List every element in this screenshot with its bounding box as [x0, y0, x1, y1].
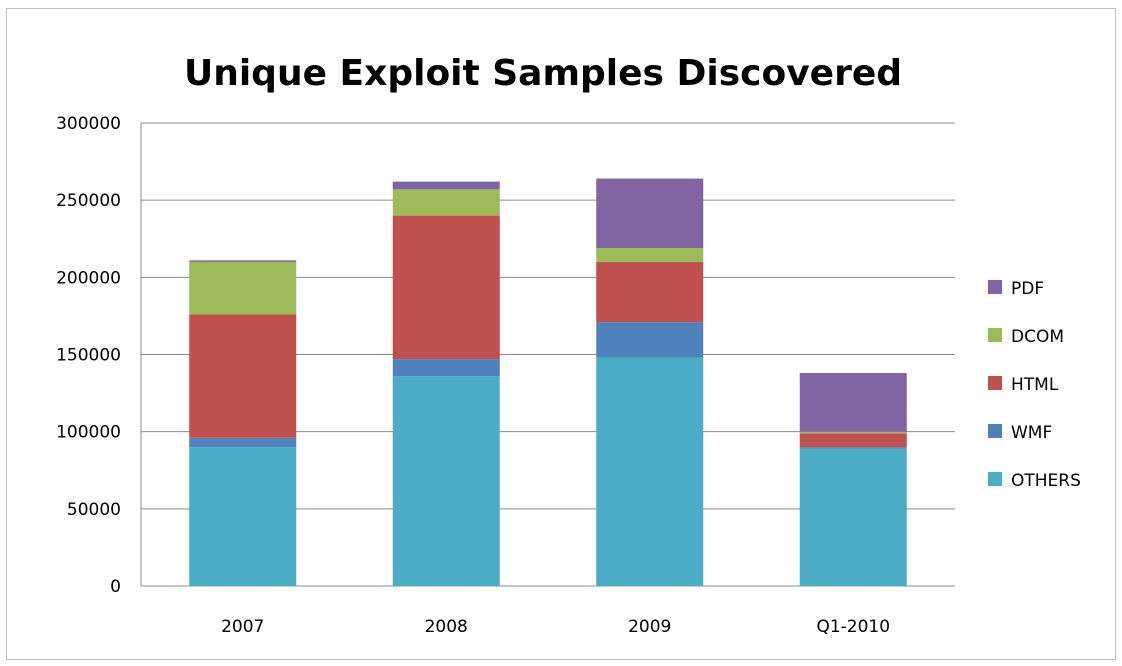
bar-pdf-2008	[392, 181, 500, 190]
legend-swatch-pdf	[988, 280, 1002, 294]
bar-pdf-q1-2010	[799, 373, 907, 432]
legend-label-others: OTHERS	[1011, 471, 1081, 491]
bar-wmf-2008	[392, 359, 500, 377]
legend-label-html: HTML	[1011, 375, 1059, 395]
x-axis-ticks: 2007 2008 2009 Q1-2010	[221, 617, 890, 637]
x-tick-label: Q1-2010	[816, 617, 890, 637]
y-tick-label: 200000	[56, 268, 121, 288]
y-tick-label: 100000	[56, 423, 121, 443]
legend-label-pdf: PDF	[1011, 279, 1044, 299]
x-tick-label: 2007	[221, 617, 264, 637]
bar-html-2007	[189, 314, 297, 438]
bar-wmf-2007	[189, 437, 297, 448]
legend-swatch-html	[988, 376, 1002, 390]
y-axis-ticks: 0 50000 100000 150000 200000 250000 300000	[56, 114, 121, 597]
y-tick-label: 0	[110, 577, 121, 597]
bar-others-2007	[189, 447, 297, 586]
chart-title: Unique Exploit Samples Discovered	[184, 53, 902, 94]
bar-pdf-2007	[189, 260, 297, 262]
legend: PDF DCOM HTML WMF OTHERS	[988, 279, 1081, 491]
bar-dcom-2008	[392, 189, 500, 216]
legend-label-dcom: DCOM	[1011, 327, 1064, 347]
bar-html-2009	[596, 261, 704, 323]
bar-html-2008	[392, 215, 500, 360]
bar-dcom-2007	[189, 261, 297, 315]
y-tick-label: 250000	[56, 191, 121, 211]
bar-others-2009	[596, 357, 704, 586]
bar-dcom-q1-2010	[799, 431, 907, 434]
legend-swatch-wmf	[988, 424, 1002, 438]
bar-html-q1-2010	[799, 433, 907, 448]
chart-frame: Unique Exploit Samples Discovered 0 50000…	[6, 8, 1116, 660]
y-tick-label: 300000	[56, 114, 121, 134]
bar-pdf-2009	[596, 178, 704, 249]
y-tick-label: 150000	[56, 346, 121, 366]
bar-others-q1-2010	[799, 448, 907, 586]
x-tick-label: 2008	[425, 617, 468, 637]
bar-wmf-2009	[596, 322, 704, 358]
bar-wmf-q1-2010	[799, 447, 907, 449]
bars	[189, 178, 907, 586]
bar-others-2008	[392, 376, 500, 586]
legend-swatch-dcom	[988, 328, 1002, 342]
stacked-bar-chart: Unique Exploit Samples Discovered 0 50000…	[56, 53, 1081, 637]
legend-label-wmf: WMF	[1011, 423, 1052, 443]
legend-swatch-others	[988, 472, 1002, 486]
bar-dcom-2009	[596, 248, 704, 262]
x-tick-label: 2009	[628, 617, 671, 637]
y-tick-label: 50000	[67, 500, 121, 520]
